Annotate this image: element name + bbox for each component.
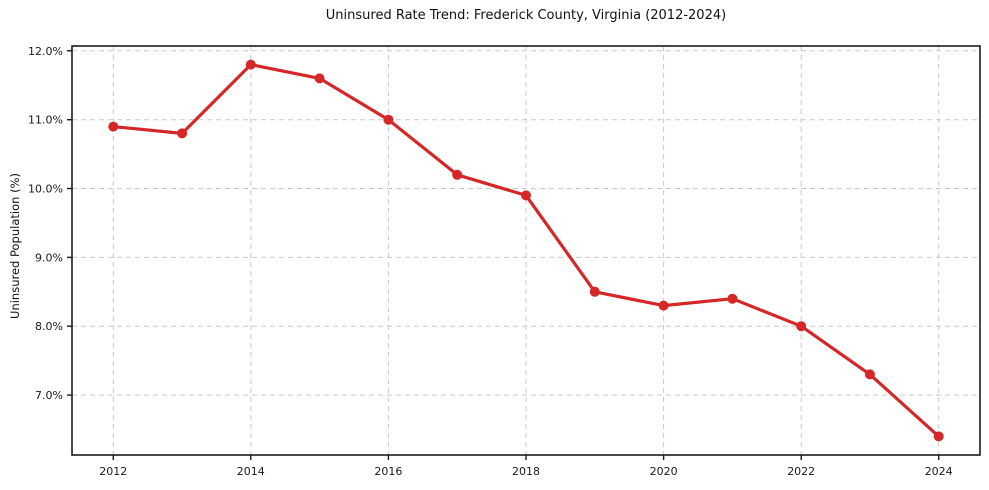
data-point-2017 <box>452 169 463 180</box>
x-tick-label: 2020 <box>650 465 678 478</box>
data-point-2014 <box>245 59 256 70</box>
data-point-2020 <box>658 300 669 311</box>
data-point-2022 <box>796 321 807 332</box>
y-tick-label: 9.0% <box>35 251 63 264</box>
data-point-2018 <box>521 190 531 201</box>
y-tick-label: 11.0% <box>28 114 63 127</box>
x-tick-label: 2022 <box>787 465 815 478</box>
x-tick-label: 2016 <box>374 465 402 478</box>
x-tick-label: 2014 <box>237 465 265 478</box>
x-tick-label: 2018 <box>512 465 540 478</box>
y-tick-label: 10.0% <box>28 183 63 196</box>
y-tick-label: 8.0% <box>35 320 63 333</box>
data-point-2013 <box>177 128 188 139</box>
data-point-2023 <box>864 369 875 380</box>
y-tick-label: 7.0% <box>35 389 63 402</box>
data-point-2019 <box>589 286 600 297</box>
chart-title: Uninsured Rate Trend: Frederick County, … <box>325 8 727 23</box>
data-point-2015 <box>314 73 325 84</box>
data-point-2024 <box>933 431 944 442</box>
x-tick-label: 2012 <box>99 465 127 478</box>
data-point-2016 <box>383 114 394 125</box>
data-point-2012 <box>108 121 119 132</box>
data-point-2021 <box>727 293 738 304</box>
y-tick-label: 12.0% <box>28 45 63 58</box>
x-tick-label: 2024 <box>925 465 953 478</box>
